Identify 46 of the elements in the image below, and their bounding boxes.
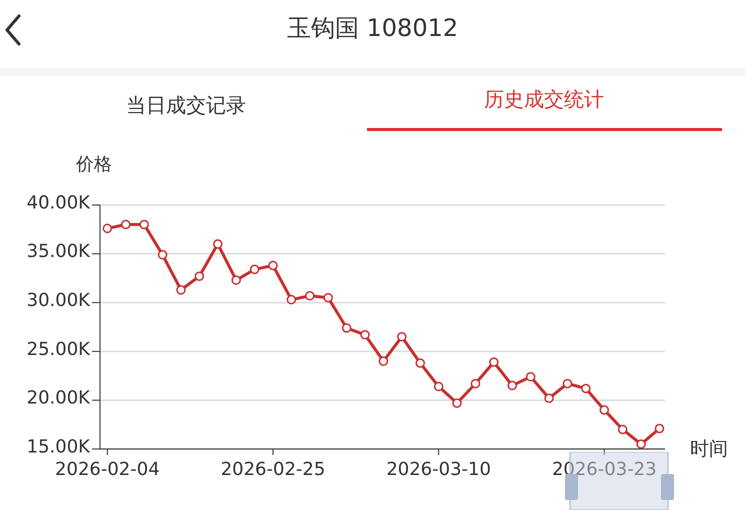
point [544,394,554,403]
text: 当日成交记录 [125,92,247,119]
point [231,275,241,285]
point [508,380,517,390]
point [415,358,425,368]
y-tick-label: 35.00K [26,241,92,262]
point [158,250,168,260]
y-tick-label: 20.00K [26,388,92,409]
point [636,439,646,449]
point [452,398,462,408]
point [618,424,628,434]
point [121,220,131,230]
point [360,330,370,340]
x-tick-label: 2026-02-25 [220,458,326,480]
point [434,382,444,392]
point [286,294,296,304]
point [323,292,333,302]
point [397,332,407,342]
y-axis-title: 价格 [76,153,112,176]
text: 历史成交统计 [483,86,605,113]
point [194,272,204,281]
point [213,239,223,249]
point [342,323,352,333]
point [378,356,388,366]
point [600,405,610,415]
point [176,285,186,295]
point [526,372,536,382]
y-tick-label: 40.00K [26,192,92,214]
y-tick-label: 15.00K [26,436,92,458]
point [102,224,112,234]
point [470,378,480,388]
y-tick-label: 25.00K [26,338,92,360]
y-tick-label: 30.00K [26,290,92,311]
point [139,220,149,230]
chart-title: 玉钩国 108012 [286,13,460,44]
x-tick-label: 2026-03-10 [386,458,491,480]
point [489,357,499,367]
x-axis-title: 时间 [690,437,728,462]
point [268,260,278,270]
point [581,384,591,394]
point [250,264,260,274]
point [562,378,572,388]
x-tick-label: 2026-03-23 [552,458,657,480]
point [654,424,664,434]
point [305,291,315,301]
x-tick-label: 2026-02-04 [55,458,160,480]
